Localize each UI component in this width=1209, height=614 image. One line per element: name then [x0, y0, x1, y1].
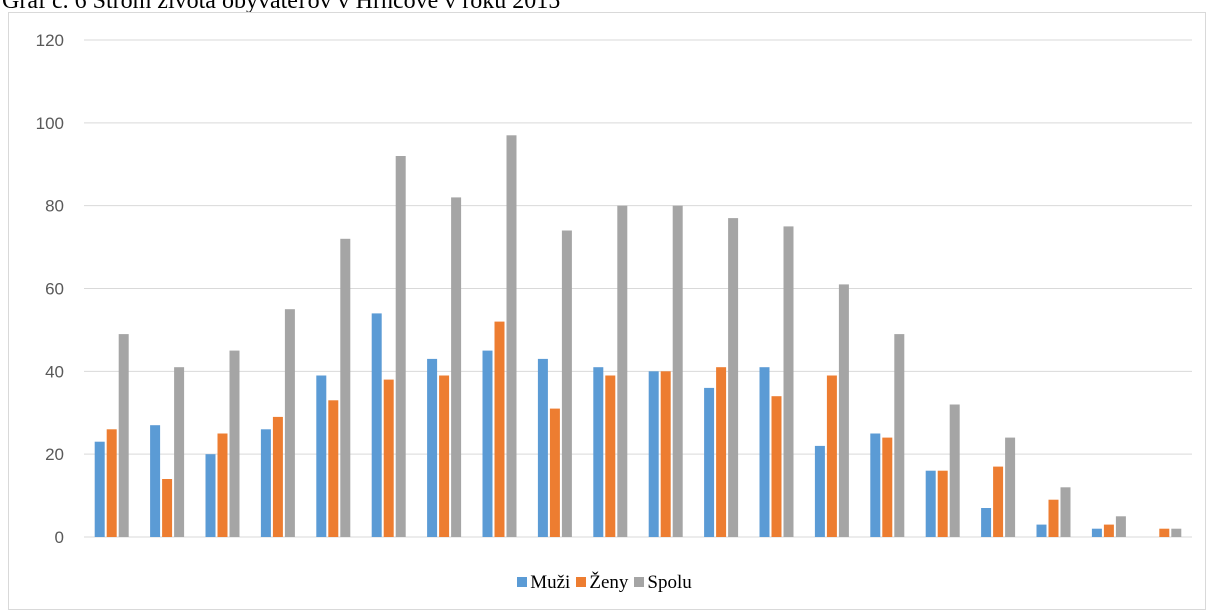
legend: Muži Ženy Spolu — [0, 572, 1209, 594]
legend-label: Muži — [530, 572, 571, 593]
bar-muži-4 — [260, 429, 271, 537]
y-tick-label: 120 — [36, 31, 64, 50]
bar-muži-15 — [870, 433, 881, 537]
y-tick-label: 40 — [45, 362, 64, 381]
bar-spolu-16 — [949, 404, 960, 537]
bar-spolu-2 — [174, 367, 185, 537]
bar-muži-18 — [1036, 524, 1047, 537]
bar-ženy-8 — [494, 321, 505, 537]
bar-ženy-7 — [439, 375, 450, 537]
bar-spolu-10 — [617, 205, 628, 537]
bar-muži-8 — [482, 350, 493, 537]
bar-spolu-5 — [340, 238, 351, 538]
bar-spolu-20 — [1171, 528, 1182, 537]
bar-ženy-14 — [826, 375, 837, 537]
bar-muži-7 — [427, 358, 438, 537]
y-tick-label: 60 — [45, 280, 64, 299]
bar-muži-17 — [981, 508, 992, 537]
bar-spolu-14 — [838, 284, 849, 537]
bar-muži-10 — [593, 367, 604, 537]
bar-spolu-19 — [1115, 516, 1126, 537]
bar-ženy-5 — [328, 400, 339, 537]
bar-ženy-17 — [993, 466, 1004, 537]
bar-muži-11 — [648, 371, 659, 537]
bar-spolu-15 — [894, 334, 905, 537]
bar-muži-12 — [704, 387, 715, 537]
bar-ženy-12 — [716, 367, 727, 537]
bar-spolu-7 — [451, 197, 462, 537]
bar-muži-9 — [537, 358, 548, 537]
bar-muži-6 — [371, 313, 382, 537]
legend-item-muži: Muži — [517, 572, 570, 594]
bar-ženy-10 — [605, 375, 616, 537]
bar-ženy-19 — [1103, 524, 1114, 537]
chart-caption: Graf č. 6 Strom života obyvateľov v Hrnč… — [2, 0, 561, 14]
bar-ženy-18 — [1048, 499, 1059, 537]
bar-spolu-8 — [506, 135, 517, 538]
bar-ženy-15 — [882, 437, 893, 537]
bar-ženy-9 — [549, 408, 560, 537]
bar-muži-1 — [94, 441, 105, 537]
legend-swatch — [576, 577, 587, 587]
legend-label: Ženy — [589, 572, 629, 593]
bar-ženy-13 — [771, 396, 782, 537]
y-tick-label: 80 — [45, 197, 64, 216]
bar-ženy-6 — [383, 379, 394, 537]
bar-muži-19 — [1091, 528, 1102, 537]
bar-spolu-18 — [1060, 487, 1071, 537]
bar-muži-13 — [759, 367, 770, 537]
bar-spolu-4 — [284, 309, 295, 537]
legend-label: Spolu — [647, 572, 692, 593]
legend-item-spolu: Spolu — [634, 572, 692, 594]
bar-spolu-1 — [118, 334, 129, 537]
bar-spolu-11 — [672, 205, 683, 537]
bar-muži-14 — [814, 445, 825, 537]
bar-ženy-1 — [106, 429, 117, 537]
bar-spolu-9 — [561, 230, 572, 537]
bar-muži-5 — [316, 375, 327, 537]
bar-ženy-20 — [1159, 528, 1170, 537]
bar-ženy-16 — [937, 470, 948, 537]
legend-item-ženy: Ženy — [576, 572, 628, 594]
bar-spolu-3 — [229, 350, 240, 537]
bar-ženy-3 — [217, 433, 228, 537]
bar-muži-3 — [205, 454, 216, 537]
bar-muži-2 — [150, 425, 161, 537]
bar-muži-16 — [925, 470, 936, 537]
bar-ženy-11 — [660, 371, 671, 537]
bar-spolu-6 — [395, 156, 406, 537]
y-tick-label: 0 — [55, 528, 64, 547]
y-tick-label: 100 — [36, 114, 64, 133]
bar-spolu-13 — [783, 226, 794, 537]
bar-ženy-2 — [162, 479, 173, 537]
legend-swatch — [634, 577, 645, 587]
bar-spolu-17 — [1005, 437, 1016, 537]
bar-ženy-4 — [272, 416, 283, 537]
legend-swatch — [517, 577, 528, 587]
y-tick-label: 20 — [45, 445, 64, 464]
bar-spolu-12 — [728, 218, 739, 537]
